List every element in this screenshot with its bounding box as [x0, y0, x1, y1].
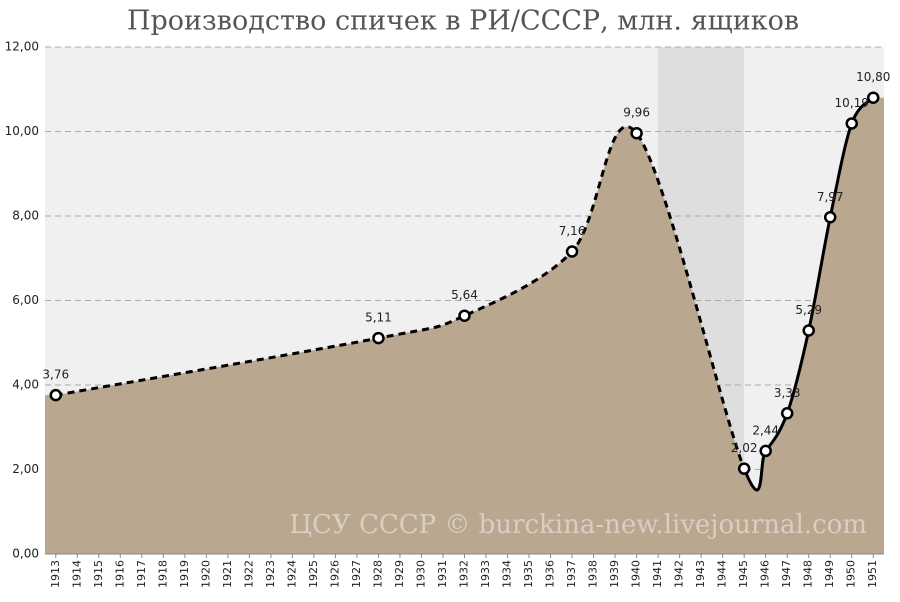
data-point — [49, 388, 63, 402]
data-point — [737, 462, 751, 475]
data-point — [845, 117, 858, 130]
data-point — [372, 331, 385, 345]
x-tick-label: 1942 — [673, 560, 686, 588]
x-tick-label: 1922 — [242, 560, 255, 588]
data-label: 3,33 — [774, 386, 801, 400]
data-point — [458, 309, 471, 322]
data-label: 10,80 — [856, 70, 890, 84]
x-tick-label: 1945 — [737, 560, 750, 588]
x-tick-label: 1932 — [458, 560, 471, 588]
x-tick-label: 1915 — [92, 560, 105, 588]
x-tick-label: 1949 — [823, 560, 836, 588]
x-tick-label: 1928 — [371, 560, 384, 588]
data-label: 10,19 — [835, 96, 869, 110]
data-point — [780, 407, 794, 420]
x-tick-label: 1920 — [199, 560, 212, 588]
data-label: 5,29 — [795, 303, 822, 317]
y-tick-label: 6,00 — [12, 293, 39, 307]
x-tick-label: 1933 — [479, 560, 492, 588]
x-tick-label: 1941 — [651, 560, 664, 588]
data-label: 2,44 — [752, 423, 779, 437]
x-tick-label: 1951 — [866, 560, 879, 588]
data-label: 5,64 — [451, 288, 478, 302]
x-tick-label: 1926 — [328, 560, 341, 588]
x-tick-label: 1914 — [70, 560, 83, 588]
x-tick-label: 1946 — [759, 560, 772, 588]
x-tick-label: 1921 — [221, 560, 234, 588]
x-tick-label: 1944 — [716, 560, 729, 588]
data-point — [565, 245, 579, 258]
data-point — [823, 211, 837, 224]
x-tick-label: 1916 — [113, 560, 126, 588]
data-label: 9,96 — [623, 106, 650, 120]
x-tick-label: 1937 — [565, 560, 578, 588]
y-tick-label: 2,00 — [12, 462, 39, 476]
x-tick-label: 1947 — [780, 560, 793, 588]
data-label: 2,02 — [731, 441, 758, 455]
data-point — [802, 324, 815, 337]
x-tick-label: 1927 — [350, 560, 363, 588]
data-label: 3,76 — [42, 368, 69, 382]
y-tick-label: 4,00 — [12, 378, 39, 392]
y-tick-label: 12,00 — [5, 40, 39, 54]
x-tick-label: 1923 — [264, 560, 277, 588]
x-tick-label: 1918 — [156, 560, 169, 588]
data-point — [759, 444, 772, 458]
x-tick-label: 1940 — [630, 560, 643, 588]
x-tick-label: 1913 — [49, 560, 62, 588]
x-tick-label: 1938 — [587, 560, 600, 588]
data-label: 7,97 — [817, 190, 844, 204]
x-tick-label: 1924 — [285, 560, 298, 588]
x-tick-label: 1919 — [178, 560, 191, 588]
y-tick-label: 0,00 — [12, 547, 39, 561]
y-tick-label: 10,00 — [5, 124, 39, 138]
x-tick-label: 1939 — [608, 560, 621, 588]
x-tick-label: 1948 — [802, 560, 815, 588]
x-tick-label: 1943 — [694, 560, 707, 588]
chart-title: Производство спичек в РИ/СССР, млн. ящик… — [127, 6, 799, 37]
x-tick-label: 1950 — [845, 560, 858, 588]
data-point — [630, 126, 643, 140]
area — [45, 97, 884, 554]
x-tick-label: 1917 — [135, 560, 148, 588]
data-label: 7,16 — [559, 224, 586, 238]
data-label: 5,11 — [365, 311, 392, 325]
watermark: ЦСУ СССР © burckina-new.livejournal.com — [289, 510, 867, 540]
x-tick-label: 1925 — [307, 560, 320, 588]
x-tick-label: 1936 — [544, 560, 557, 588]
y-tick-label: 8,00 — [12, 209, 39, 223]
x-tick-label: 1930 — [414, 560, 427, 588]
x-tick-label: 1931 — [436, 560, 449, 588]
x-tick-label: 1929 — [393, 560, 406, 588]
x-tick-label: 1934 — [501, 560, 514, 588]
data-point — [866, 91, 880, 104]
x-tick-label: 1935 — [522, 560, 535, 588]
